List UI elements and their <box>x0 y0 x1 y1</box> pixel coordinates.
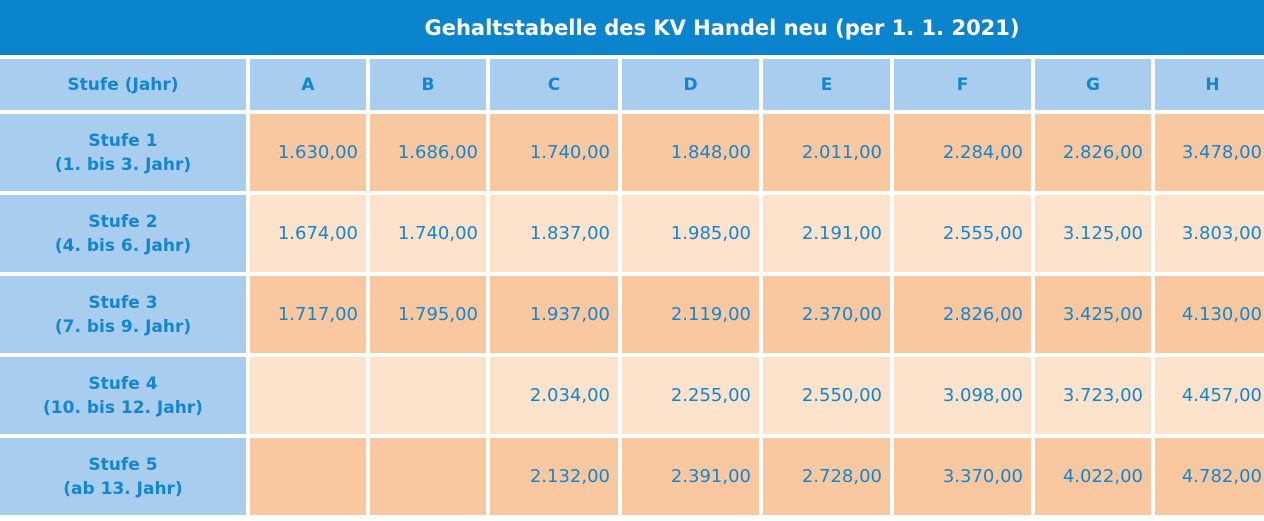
row-label-stufe-5: Stufe 5 (ab 13. Jahr) <box>0 434 246 515</box>
salary-cell: 3.425,00 <box>1035 272 1151 353</box>
salary-cell: 4.130,00 <box>1155 272 1264 353</box>
salary-cell: 2.555,00 <box>894 191 1031 272</box>
header-col-a: A <box>250 55 366 110</box>
salary-cell: 3.803,00 <box>1155 191 1264 272</box>
stufe-name: Stufe 4 <box>88 373 158 394</box>
header-col-f: F <box>894 55 1031 110</box>
row-label-stufe-4: Stufe 4 (10. bis 12. Jahr) <box>0 353 246 434</box>
salary-cell: 2.011,00 <box>763 110 890 191</box>
salary-cell: 2.826,00 <box>894 272 1031 353</box>
salary-cell: 2.826,00 <box>1035 110 1151 191</box>
stufe-years: (7. bis 9. Jahr) <box>54 316 192 337</box>
salary-cell <box>250 434 366 515</box>
salary-cell: 1.795,00 <box>370 272 486 353</box>
salary-cell: 1.848,00 <box>622 110 759 191</box>
stufe-name: Stufe 1 <box>88 130 158 151</box>
salary-cell: 2.391,00 <box>622 434 759 515</box>
salary-cell: 2.119,00 <box>622 272 759 353</box>
stufe-name: Stufe 5 <box>88 454 158 475</box>
salary-cell: 3.125,00 <box>1035 191 1151 272</box>
table-title: Gehaltstabelle des KV Handel neu (per 1.… <box>0 0 1264 55</box>
salary-cell: 2.728,00 <box>763 434 890 515</box>
salary-cell <box>250 353 366 434</box>
header-col-g: G <box>1035 55 1151 110</box>
salary-cell: 1.686,00 <box>370 110 486 191</box>
salary-cell: 3.098,00 <box>894 353 1031 434</box>
header-col-h: H <box>1155 55 1264 110</box>
stufe-years: (1. bis 3. Jahr) <box>54 154 192 175</box>
header-col-b: B <box>370 55 486 110</box>
salary-cell: 1.717,00 <box>250 272 366 353</box>
salary-cell: 2.034,00 <box>490 353 618 434</box>
salary-cell: 4.457,00 <box>1155 353 1264 434</box>
salary-cell: 3.478,00 <box>1155 110 1264 191</box>
salary-cell: 2.255,00 <box>622 353 759 434</box>
salary-cell: 1.837,00 <box>490 191 618 272</box>
salary-cell: 3.370,00 <box>894 434 1031 515</box>
row-label-stufe-3: Stufe 3 (7. bis 9. Jahr) <box>0 272 246 353</box>
salary-cell: 2.550,00 <box>763 353 890 434</box>
header-stufe: Stufe (Jahr) <box>0 55 246 110</box>
stufe-years: (ab 13. Jahr) <box>63 478 183 499</box>
row-label-stufe-2: Stufe 2 (4. bis 6. Jahr) <box>0 191 246 272</box>
row-label-stufe-1: Stufe 1 (1. bis 3. Jahr) <box>0 110 246 191</box>
stufe-name: Stufe 2 <box>88 211 158 232</box>
header-col-d: D <box>622 55 759 110</box>
header-col-c: C <box>490 55 618 110</box>
salary-cell <box>370 353 486 434</box>
salary-cell: 4.782,00 <box>1155 434 1264 515</box>
salary-cell: 1.674,00 <box>250 191 366 272</box>
stufe-years: (10. bis 12. Jahr) <box>43 397 203 418</box>
stufe-name: Stufe 3 <box>88 292 158 313</box>
salary-cell: 3.723,00 <box>1035 353 1151 434</box>
salary-cell <box>370 434 486 515</box>
salary-cell: 2.191,00 <box>763 191 890 272</box>
salary-cell: 2.284,00 <box>894 110 1031 191</box>
salary-cell: 1.740,00 <box>490 110 618 191</box>
salary-cell: 1.937,00 <box>490 272 618 353</box>
salary-cell: 1.630,00 <box>250 110 366 191</box>
header-col-e: E <box>763 55 890 110</box>
salary-cell: 1.985,00 <box>622 191 759 272</box>
salary-cell: 1.740,00 <box>370 191 486 272</box>
salary-cell: 4.022,00 <box>1035 434 1151 515</box>
salary-table: Stufe (Jahr) A B C D E F G H Stufe 1 (1.… <box>0 55 1264 521</box>
stufe-years: (4. bis 6. Jahr) <box>54 235 192 256</box>
salary-cell: 2.132,00 <box>490 434 618 515</box>
salary-cell: 2.370,00 <box>763 272 890 353</box>
